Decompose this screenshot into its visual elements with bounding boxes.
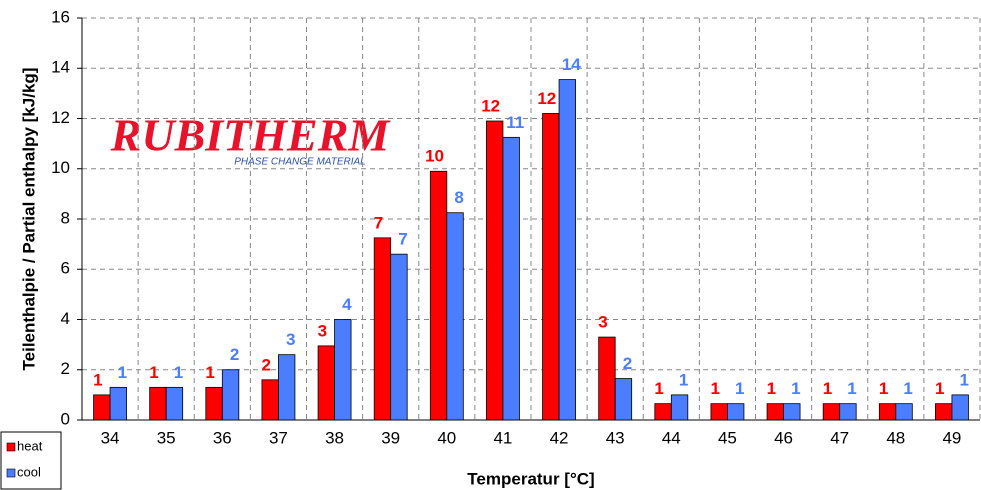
x-tick-label: 39 xyxy=(381,428,400,447)
bar xyxy=(446,212,464,421)
y-tick-label: 16 xyxy=(51,7,70,26)
value-label: 10 xyxy=(425,147,444,166)
value-label: 1 xyxy=(847,379,856,398)
bar xyxy=(334,319,352,421)
x-tick-label: 43 xyxy=(606,428,625,447)
x-tick-label: 41 xyxy=(493,428,512,447)
y-tick-label: 2 xyxy=(61,359,70,378)
value-label: 4 xyxy=(342,295,352,314)
bar xyxy=(486,120,504,421)
bar xyxy=(149,386,167,421)
x-tick-label: 48 xyxy=(886,428,905,447)
bar xyxy=(205,386,223,421)
value-label: 1 xyxy=(118,363,127,382)
y-tick-label: 10 xyxy=(51,158,70,177)
bar xyxy=(935,403,953,421)
bar xyxy=(766,403,784,421)
x-tick-label: 47 xyxy=(830,428,849,447)
bar xyxy=(727,403,745,421)
x-tick-label: 34 xyxy=(101,428,120,447)
bar xyxy=(221,369,240,421)
value-label: 1 xyxy=(791,379,800,398)
value-label: 1 xyxy=(174,363,183,382)
y-tick-label: 0 xyxy=(61,409,70,428)
bar xyxy=(822,403,841,421)
bar xyxy=(654,403,672,421)
bar xyxy=(710,403,728,421)
bar xyxy=(878,403,897,421)
x-tick-label: 38 xyxy=(325,428,344,447)
bar xyxy=(93,394,111,421)
x-tick-label: 36 xyxy=(213,428,232,447)
value-label: 1 xyxy=(823,379,832,398)
bar xyxy=(502,136,520,421)
value-label: 12 xyxy=(481,96,500,115)
legend-swatch xyxy=(6,442,16,452)
legend-box xyxy=(0,431,62,490)
value-label: 14 xyxy=(562,55,581,74)
bar xyxy=(839,403,857,421)
value-label: 1 xyxy=(767,379,776,398)
bar xyxy=(390,253,408,421)
x-tick-label: 44 xyxy=(662,428,681,447)
x-tick-label: 42 xyxy=(550,428,569,447)
bar xyxy=(278,354,296,421)
legend-label: cool xyxy=(17,464,41,479)
y-tick-label: 4 xyxy=(61,309,70,328)
x-tick-label: 45 xyxy=(718,428,737,447)
value-label: 3 xyxy=(598,313,607,332)
value-label: 3 xyxy=(286,330,295,349)
x-tick-label: 49 xyxy=(942,428,961,447)
value-label: 1 xyxy=(935,379,944,398)
bar xyxy=(783,403,801,421)
value-label: 1 xyxy=(93,370,102,389)
value-label: 1 xyxy=(679,370,688,389)
bar xyxy=(558,79,576,421)
value-label: 1 xyxy=(903,379,912,398)
value-label: 1 xyxy=(959,370,968,389)
y-tick-label: 12 xyxy=(51,108,70,127)
y-tick-label: 14 xyxy=(51,58,70,77)
bar xyxy=(895,403,913,421)
bar xyxy=(165,386,184,421)
x-axis-title: Temperatur [°C] xyxy=(467,469,594,488)
legend-swatch xyxy=(6,468,16,478)
value-label: 1 xyxy=(205,363,214,382)
value-label: 2 xyxy=(623,354,632,373)
bar xyxy=(951,394,969,421)
bar xyxy=(598,336,616,421)
bar xyxy=(261,379,279,421)
bar xyxy=(542,113,560,421)
value-label: 12 xyxy=(537,89,556,108)
bar xyxy=(429,170,448,421)
value-label: 1 xyxy=(149,363,158,382)
bar xyxy=(317,345,335,421)
bar xyxy=(670,394,689,421)
logo-tagline: PHASE CHANGE MATERIAL xyxy=(234,157,366,168)
bar xyxy=(373,237,392,421)
legend-label: heat xyxy=(17,438,43,453)
value-label: 7 xyxy=(374,213,383,232)
bar xyxy=(614,378,633,421)
y-axis-title: Teilenthalpie / Partial enthalpy [kJ/kg] xyxy=(19,68,38,371)
y-tick-label: 8 xyxy=(61,208,70,227)
y-tick-label: 6 xyxy=(61,259,70,278)
value-label: 1 xyxy=(879,379,888,398)
value-label: 3 xyxy=(318,321,327,340)
value-label: 2 xyxy=(230,345,239,364)
value-label: 1 xyxy=(735,379,744,398)
x-tick-label: 37 xyxy=(269,428,288,447)
value-label: 1 xyxy=(710,379,719,398)
value-label: 7 xyxy=(398,230,407,249)
x-tick-label: 40 xyxy=(437,428,456,447)
x-tick-label: 46 xyxy=(774,428,793,447)
bar xyxy=(109,386,127,421)
value-label: 8 xyxy=(454,188,463,207)
value-label: 1 xyxy=(654,379,663,398)
value-label: 2 xyxy=(261,355,270,374)
value-label: 11 xyxy=(506,113,524,132)
x-tick-label: 35 xyxy=(157,428,176,447)
